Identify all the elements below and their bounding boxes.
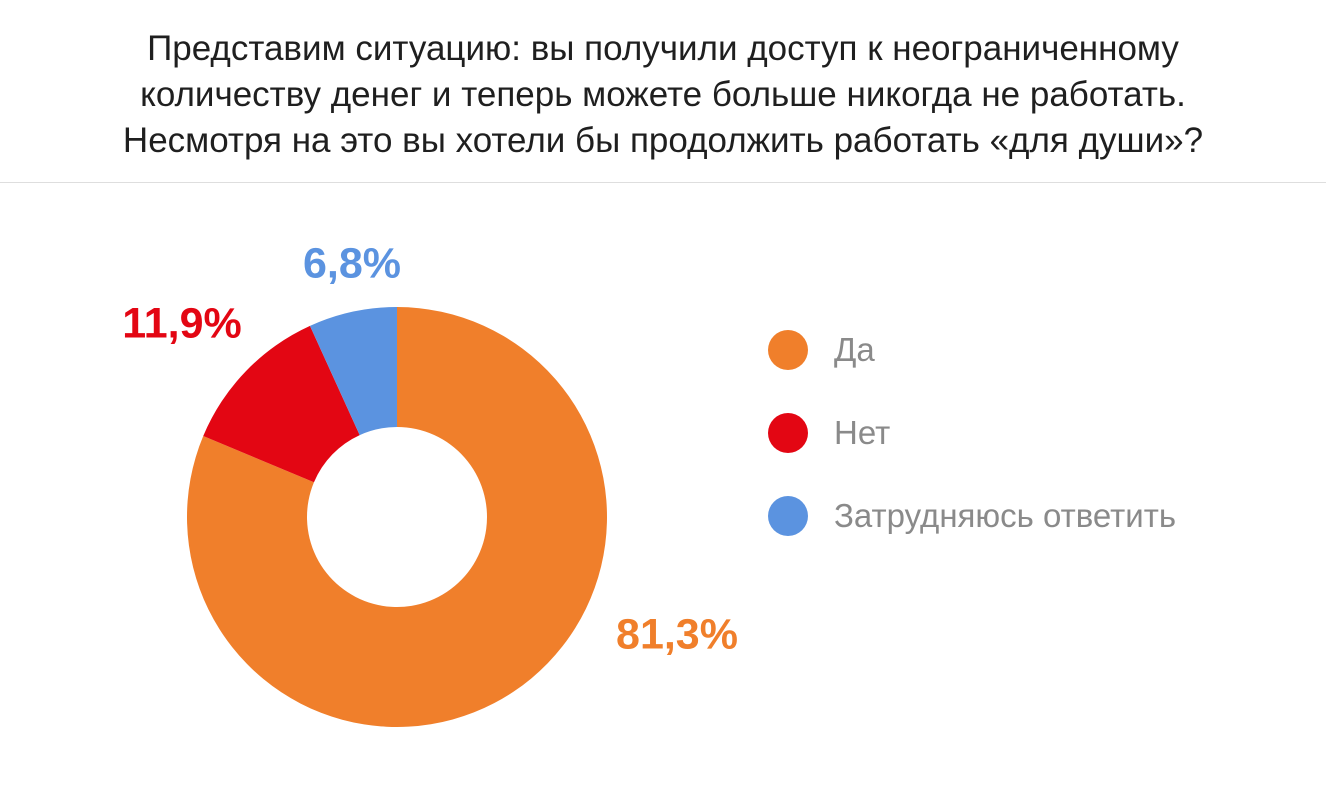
chart-title-line-2: количеству денег и теперь можете больше … [140,75,1186,114]
donut-slice-2 [309,307,397,436]
chart-legend: Да Нет Затрудняюсь ответить [768,308,1176,557]
legend-label-2: Затрудняюсь ответить [834,497,1177,534]
chart-title: Представим ситуацию: вы получили доступ … [0,26,1326,164]
legend-swatch-1 [768,412,808,453]
donut-slice-0 [186,307,607,727]
donut-slice-1 [203,325,360,483]
slice-value-label-0: 81,3% [616,610,738,659]
chart-title-line-1: Представим ситуацию: вы получили доступ … [147,29,1179,68]
chart-title-line-3: Несмотря на это вы хотели бы продолжить … [122,121,1204,160]
legend-item-1: Нет [768,391,1176,474]
title-divider [0,182,1326,183]
legend-label-1: Нет [834,414,891,451]
legend-label-0: Да [834,331,875,368]
legend-item-2: Затрудняюсь ответить [768,474,1176,557]
legend-item-0: Да [768,308,1176,391]
slice-value-label-2: 6,8% [302,239,402,288]
legend-swatch-2 [768,495,808,536]
slice-value-label-1: 11,9% [122,299,242,348]
legend-swatch-0 [768,329,808,370]
